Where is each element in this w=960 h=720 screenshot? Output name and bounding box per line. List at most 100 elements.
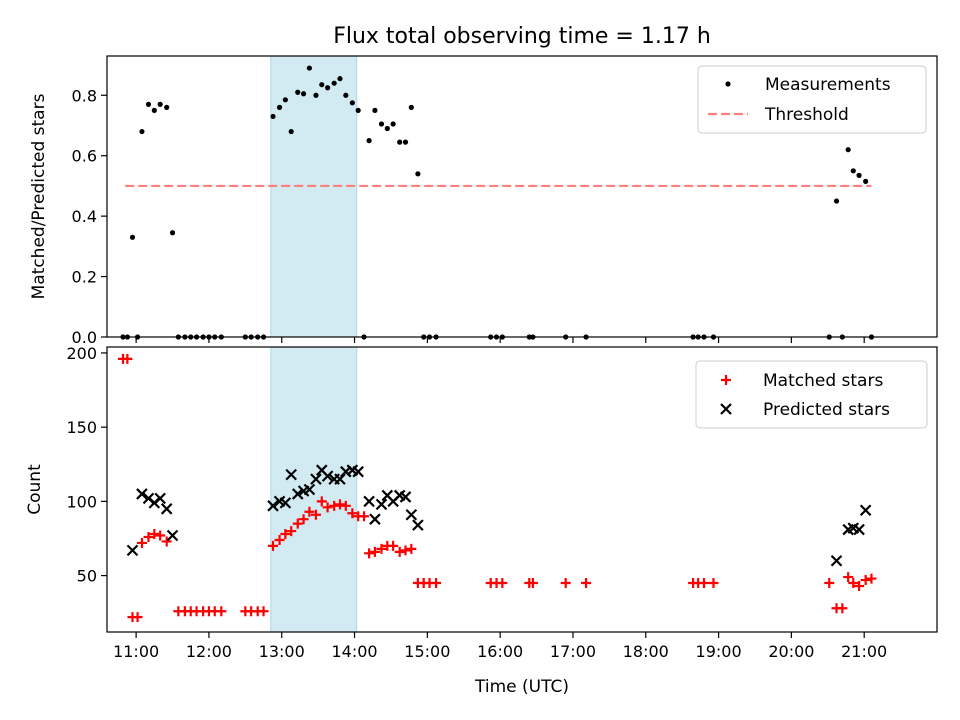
predicted-stars-point — [267, 500, 279, 512]
predicted-stars-point — [321, 470, 334, 482]
x-tick-label: 21:00 — [841, 642, 887, 661]
matched-stars-point — [369, 546, 380, 557]
matched-stars-point — [322, 502, 333, 513]
matched-stars-point — [708, 578, 719, 589]
measurement-point — [288, 128, 294, 135]
matched-stars-point — [431, 578, 442, 589]
predicted-stars-point — [154, 492, 166, 505]
predicted-stars-point — [369, 513, 381, 525]
legend-box — [697, 65, 927, 134]
measurement-point — [295, 89, 301, 95]
matched-stars-point — [132, 612, 143, 623]
matched-stars-point — [136, 537, 147, 548]
measurement-point — [157, 101, 163, 107]
measurement-point — [331, 80, 337, 86]
y-axis-label: Count — [25, 464, 45, 515]
x-tick-label: 14:00 — [331, 642, 377, 661]
matched-stars-point — [258, 606, 269, 617]
predicted-stars-point — [285, 468, 297, 481]
predicted-stars-point — [853, 523, 865, 536]
y-tick-label: 0.0 — [72, 328, 97, 347]
measurement-point — [151, 107, 157, 113]
measurement-point — [276, 104, 283, 110]
matched-stars-point — [298, 514, 309, 525]
x-tick-label: 15:00 — [404, 642, 450, 661]
highlight-span — [270, 55, 358, 338]
legend-box — [695, 360, 928, 429]
predicted-stars-point — [291, 488, 304, 500]
y-axis-label: Matched/Predicted stars — [29, 93, 49, 299]
predicted-stars-point — [830, 554, 843, 567]
measurement-point — [129, 234, 136, 240]
bottom-panel: 11:00 12:00 13:00 14:00 15:00 16:00 17:00 18:00… — [25, 344, 938, 697]
predicted-stars-point — [136, 488, 148, 500]
matched-stars-point — [143, 532, 154, 542]
matched-stars-point — [329, 500, 340, 511]
measurement-point — [415, 171, 421, 177]
measurement-point — [384, 125, 390, 132]
measurement-point — [845, 147, 851, 153]
matched-stars-point — [406, 543, 417, 554]
predicted-stars-point — [375, 498, 388, 511]
matched-stars-point — [334, 499, 345, 510]
matched-stars-point — [286, 526, 297, 537]
x-tick-label: 17:00 — [550, 642, 596, 661]
matched-stars-point — [581, 578, 592, 589]
x-tick-label: 16:00 — [477, 642, 523, 661]
matched-stars-point — [837, 603, 848, 614]
predicted-stars-point — [352, 465, 364, 478]
predicted-stars-point — [334, 473, 346, 485]
measurement-point — [349, 100, 355, 106]
top-panel: 0.0 0.2 0.4 0.6 0.8 Matched/Predicted stars Me… — [29, 55, 938, 347]
measurement-point — [355, 107, 361, 113]
measurement-point — [319, 82, 325, 88]
matched-stars-point — [292, 518, 303, 529]
matched-stars-point — [854, 580, 865, 591]
matched-stars-point — [359, 511, 370, 522]
axes-frame — [106, 346, 938, 633]
measurement-point — [313, 92, 319, 98]
measurement-point — [325, 85, 331, 91]
predicted-stars-point — [303, 483, 316, 496]
measurement-point — [337, 76, 343, 82]
predicted-stars-point — [279, 497, 292, 509]
measurement-point — [397, 139, 403, 145]
measurement-point — [402, 139, 409, 145]
matched-stars-point — [161, 536, 172, 547]
y-tick-label: 0.4 — [72, 207, 97, 226]
matched-stars-point — [860, 575, 871, 586]
x-tick-label: 11:00 — [113, 642, 159, 661]
matched-stars-point — [280, 529, 291, 540]
y-tick-label: 0.8 — [72, 86, 97, 105]
x-tick-label: 18:00 — [623, 642, 669, 661]
x-tick-label: 12:00 — [186, 642, 232, 661]
matched-stars-point — [843, 572, 854, 583]
matched-stars-point — [699, 578, 710, 589]
x-tick-label: 19:00 — [696, 642, 742, 661]
matched-stars-point — [149, 529, 160, 540]
legend-threshold-label: Threshold — [764, 105, 849, 125]
matched-stars-point — [394, 546, 405, 557]
matched-stars-point — [155, 530, 166, 541]
matched-stars-point — [560, 578, 571, 589]
y-tick-label: 0.6 — [72, 147, 97, 166]
legend: Measurements Threshold — [697, 65, 927, 134]
matched-stars-point — [310, 509, 321, 520]
measurement-point — [372, 107, 378, 113]
y-tick-label: 100 — [66, 492, 97, 511]
predicted-stars-point — [166, 529, 179, 542]
y-tick-label: 0.2 — [72, 268, 97, 287]
legend-matched-marker — [721, 375, 731, 385]
measurement-point — [366, 138, 372, 144]
matched-stars-point — [527, 578, 538, 589]
matched-stars-point — [216, 606, 227, 617]
predicted-stars-point — [310, 473, 322, 485]
x-axis-label: Time (UTC) — [474, 677, 569, 697]
highlight-span — [270, 346, 358, 633]
measurement-point — [390, 121, 396, 127]
y-tick-label: 200 — [66, 344, 97, 363]
measurement-point — [282, 97, 288, 103]
measurement-point — [169, 230, 176, 236]
legend-measurements-label: Measurements — [765, 75, 891, 95]
